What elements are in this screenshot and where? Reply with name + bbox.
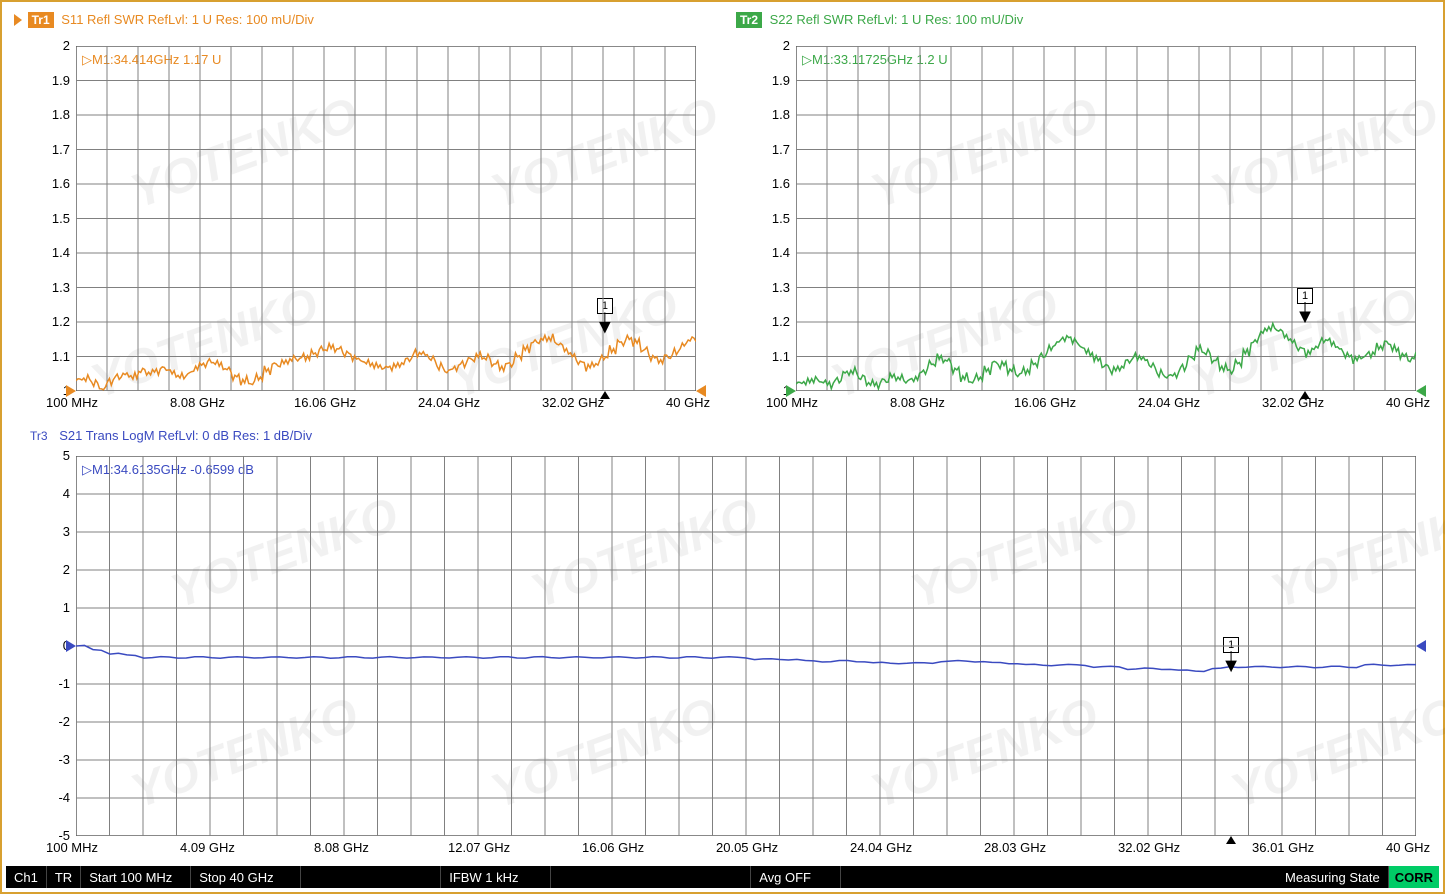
x-tick-label: 32.02 GHz [1118,840,1198,855]
y-tick-label: -1 [30,676,70,691]
y-tick-label: -3 [30,752,70,767]
y-tick-label: 1.9 [750,73,790,88]
y-tick-label: 1.3 [750,280,790,295]
y-tick-label: 1.7 [750,142,790,157]
y-tick-label: 5 [30,448,70,463]
status-avg[interactable]: Avg OFF [751,866,841,888]
y-tick-label: 1.4 [750,245,790,260]
trace2-header: Tr2 S22 Refl SWR RefLvl: 1 U Res: 100 mU… [736,12,1023,28]
y-tick-label: 1.9 [30,73,70,88]
y-tick-label: 1.1 [750,349,790,364]
ref-arrow-left [786,385,796,397]
y-tick-label: 1.1 [30,349,70,364]
y-tick-label: 1.6 [750,176,790,191]
trace2-label: S22 Refl SWR RefLvl: 1 U Res: 100 mU/Div [770,12,1024,27]
x-tick-label: 100 MHz [766,395,846,410]
y-tick-label: 1.8 [30,107,70,122]
marker-x-indicator [600,391,610,399]
plot-area: YOTENKOYOTENKOYOTENKOYOTENKOYOTENKOYOTEN… [6,6,1439,862]
trace1-label: S11 Refl SWR RefLvl: 1 U Res: 100 mU/Div [61,12,314,27]
x-tick-label: 24.04 GHz [418,395,498,410]
ref-arrow-right [1416,385,1426,397]
y-tick-label: -4 [30,790,70,805]
y-tick-label: 1.2 [750,314,790,329]
x-tick-label: 40 GHz [1386,840,1445,855]
y-tick-label: 1.5 [750,211,790,226]
y-tick-label: 1.2 [30,314,70,329]
ref-arrow-left [66,640,76,652]
x-tick-label: 24.04 GHz [1138,395,1218,410]
trace3-header: Tr3 S21 Trans LogM RefLvl: 0 dB Res: 1 d… [26,428,312,444]
x-tick-label: 24.04 GHz [850,840,930,855]
status-corr[interactable]: CORR [1389,866,1439,888]
x-tick-label: 8.08 GHz [170,395,250,410]
status-measuring: Measuring State [1277,866,1389,888]
y-tick-label: 1.4 [30,245,70,260]
marker-x-indicator [1226,836,1236,844]
y-tick-label: 1.6 [30,176,70,191]
x-tick-label: 100 MHz [46,395,126,410]
y-tick-label: 1.7 [30,142,70,157]
y-tick-label: 0 [30,638,70,653]
trace3-badge[interactable]: Tr3 [26,428,52,444]
chart-s21[interactable]: -5-4-3-2-1012345100 MHz4.09 GHz8.08 GHz1… [76,456,1416,866]
x-tick-label: 12.07 GHz [448,840,528,855]
status-channel[interactable]: Ch1 [6,866,47,888]
trace1-badge[interactable]: Tr1 [28,12,54,28]
status-stop[interactable]: Stop 40 GHz [191,866,301,888]
status-ifbw[interactable]: IFBW 1 kHz [441,866,551,888]
x-tick-label: 36.01 GHz [1252,840,1332,855]
x-tick-label: 20.05 GHz [716,840,796,855]
trace1-header: Tr1 S11 Refl SWR RefLvl: 1 U Res: 100 mU… [16,12,314,28]
ref-arrow-right [696,385,706,397]
y-tick-label: 1.8 [750,107,790,122]
y-tick-label: 2 [30,562,70,577]
ref-arrow-right [1416,640,1426,652]
x-tick-label: 8.08 GHz [314,840,394,855]
chart-s22[interactable]: 11.11.21.31.41.51.61.71.81.92100 MHz8.08… [796,46,1416,421]
y-tick-label: 2 [30,38,70,53]
x-tick-label: 4.09 GHz [180,840,260,855]
y-tick-label: 1.3 [30,280,70,295]
x-tick-label: 100 MHz [46,840,126,855]
trace3-label: S21 Trans LogM RefLvl: 0 dB Res: 1 dB/Di… [59,428,312,443]
x-tick-label: 40 GHz [1386,395,1445,410]
y-tick-label: 4 [30,486,70,501]
x-tick-label: 40 GHz [666,395,746,410]
x-tick-label: 32.02 GHz [542,395,622,410]
trace2-badge[interactable]: Tr2 [736,12,762,28]
status-start[interactable]: Start 100 MHz [81,866,191,888]
x-tick-label: 16.06 GHz [294,395,374,410]
status-tr[interactable]: TR [47,866,81,888]
x-tick-label: 28.03 GHz [984,840,1064,855]
status-bar: Ch1 TR Start 100 MHz Stop 40 GHz IFBW 1 … [6,866,1439,888]
x-tick-label: 16.06 GHz [582,840,662,855]
y-tick-label: 3 [30,524,70,539]
y-tick-label: 1 [30,600,70,615]
x-tick-label: 16.06 GHz [1014,395,1094,410]
chart-s11[interactable]: 11.11.21.31.41.51.61.71.81.92100 MHz8.08… [76,46,696,421]
y-tick-label: 2 [750,38,790,53]
marker-x-indicator [1300,391,1310,399]
ref-arrow-left [66,385,76,397]
y-tick-label: -2 [30,714,70,729]
y-tick-label: 1.5 [30,211,70,226]
x-tick-label: 8.08 GHz [890,395,970,410]
